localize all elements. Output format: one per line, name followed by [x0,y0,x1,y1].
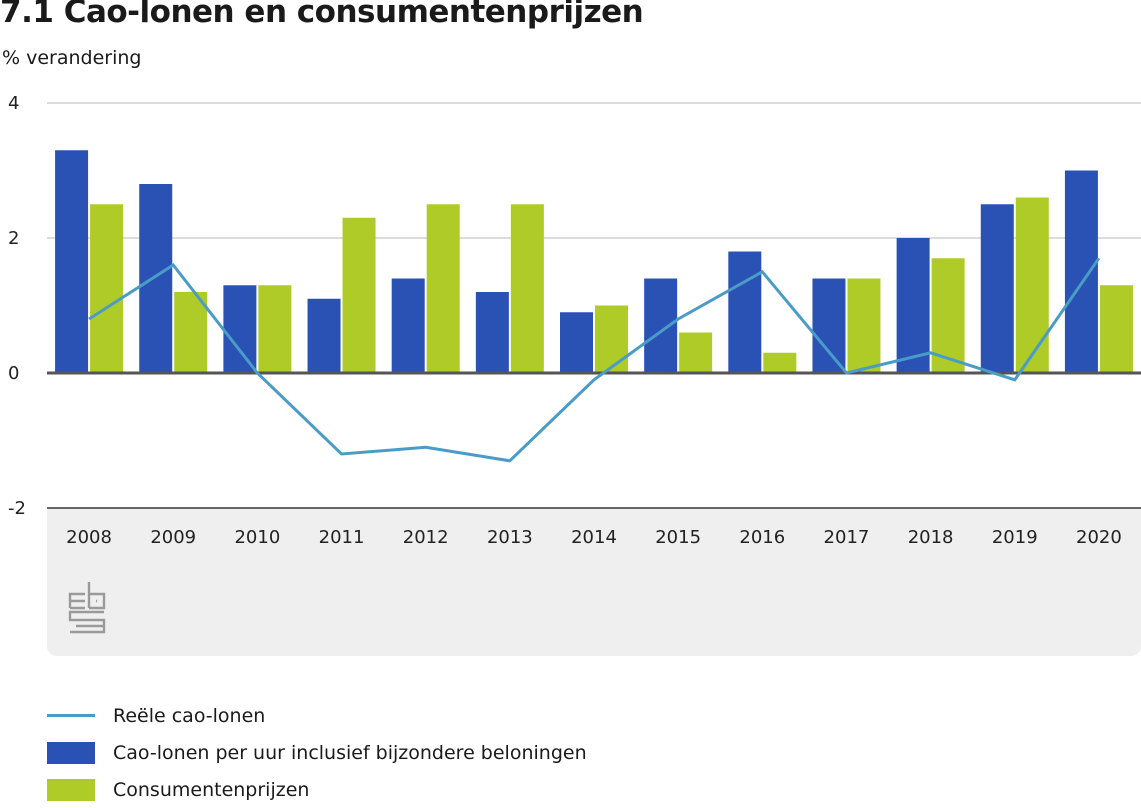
bar-cao-lonen [307,298,341,373]
legend-item-cao-lonen: Cao-lonen per uur inclusief bijzondere b… [47,734,587,771]
x-tick-label: 2008 [66,527,112,548]
bar-cao-lonen [896,238,930,373]
bar-consumentenprijzen [510,204,544,373]
bar-cao-lonen [812,278,846,373]
x-tick-label: 2013 [487,527,533,548]
legend-label: Reële cao-lonen [113,704,266,727]
x-tick-label: 2016 [739,527,785,548]
cbs-logo-icon [68,582,106,634]
legend-item-consumentenprijzen: Consumentenprijzen [47,771,587,808]
bars [55,150,1133,373]
bar-cao-lonen [391,278,425,373]
y-tick-label: 4 [8,93,19,114]
x-tick-label: 2014 [571,527,617,548]
legend: Reële cao-lonen Cao-lonen per uur inclus… [47,697,587,808]
bar-consumentenprijzen [258,285,292,373]
y-axis-unit-label: % verandering [2,47,142,69]
bar-consumentenprijzen [1099,285,1133,373]
bar-cao-lonen [560,312,593,373]
legend-item-reele-cao-lonen: Reële cao-lonen [47,697,587,734]
bar-consumentenprijzen [595,305,628,373]
bar-consumentenprijzen [847,278,881,373]
x-tick-label: 2009 [150,527,196,548]
bar-consumentenprijzen [90,204,124,373]
bar-consumentenprijzen [426,204,460,373]
chart-title: 7.1 Cao-lonen en consumentenprijzen [0,0,644,30]
bar-cao-lonen [223,285,257,373]
line-series [88,257,1101,463]
x-tick-label: 2017 [824,527,870,548]
y-tick-label: 2 [8,228,19,249]
legend-line-swatch [47,714,95,717]
bar-cao-lonen [980,204,1014,373]
x-axis-panel [47,508,1141,656]
bar-cao-lonen [55,150,89,373]
x-tick-label: 2011 [319,527,365,548]
legend-label: Cao-lonen per uur inclusief bijzondere b… [113,741,587,764]
x-tick-label: 2015 [655,527,701,548]
chart-plot: 420-2 2008 2009 2010 2011 2012 2013 2014 2015 20… [8,93,1141,548]
y-tick-label: -2 [8,498,26,519]
y-tick-label: 0 [8,363,19,384]
bar-consumentenprijzen [679,332,713,373]
x-tick-label: 2019 [992,527,1038,548]
bar-cao-lonen [1064,170,1098,373]
x-tick-label: 2020 [1076,527,1122,548]
line-reele-cao-lonen [88,257,1101,463]
bar-cao-lonen [728,251,762,373]
y-axis-ticks: 4 2 0 -2 [8,93,26,519]
x-tick-label: 2010 [234,527,280,548]
bar-consumentenprijzen [1015,197,1049,373]
legend-green-swatch [47,778,95,801]
bar-consumentenprijzen [174,292,208,373]
legend-blue-swatch [47,741,95,764]
bar-cao-lonen [475,292,509,373]
x-tick-label: 2012 [403,527,449,548]
gridlines [47,102,1141,509]
x-tick-label: 2018 [908,527,954,548]
x-axis-ticks: 2008 2009 2010 2011 2012 2013 2014 2015 2016 2017… [66,527,1122,548]
bar-cao-lonen [644,278,678,373]
bar-consumentenprijzen [763,352,797,373]
bar-cao-lonen [139,184,173,373]
legend-label: Consumentenprijzen [113,778,310,801]
bar-consumentenprijzen [342,217,376,373]
